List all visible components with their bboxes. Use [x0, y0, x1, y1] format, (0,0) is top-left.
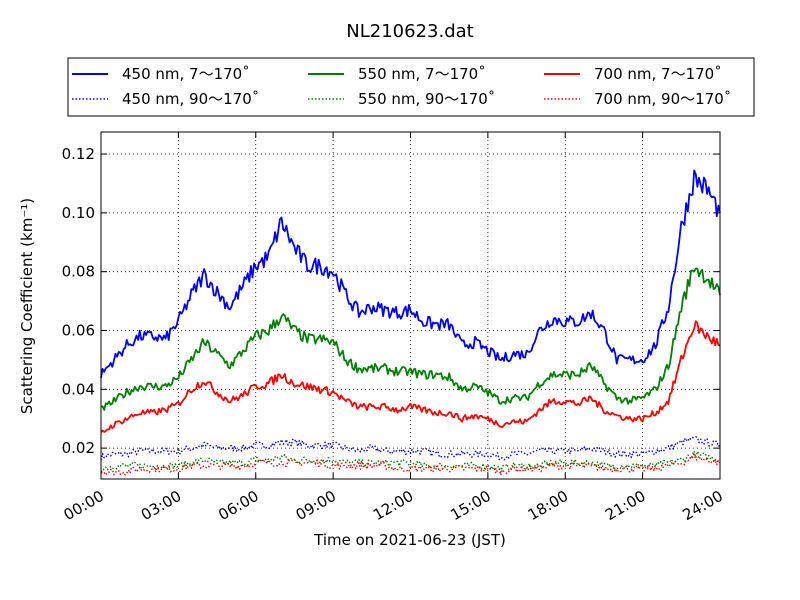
axis-ticks: 00:00 03:00 06:00 09:00 12:00 15:00 18:00 21:00… [61, 132, 726, 524]
x-tick-label: 09:00 [293, 487, 339, 524]
y-tick-label: 0.06 [62, 321, 95, 339]
x-tick-label: 15:00 [447, 487, 493, 524]
series-line [100, 450, 721, 473]
y-tick-label: 0.04 [62, 380, 95, 398]
series-line [100, 320, 721, 433]
series-line [100, 169, 721, 379]
chart-title: NL210623.dat [346, 21, 473, 42]
grid-lines [100, 132, 721, 479]
x-tick-label: 18:00 [525, 487, 571, 524]
y-tick-label: 0.10 [62, 204, 95, 222]
series-layer [100, 169, 721, 476]
series-line [100, 267, 721, 411]
legend-label: 700 nm, 7～170˚ [594, 65, 722, 83]
legend-box [67, 57, 755, 117]
x-tick-label: 24:00 [680, 487, 726, 524]
y-tick-label: 0.08 [62, 263, 95, 281]
series-line [100, 436, 721, 461]
y-axis-label: Scattering Coefficient (km⁻¹) [18, 198, 36, 414]
x-tick-label: 21:00 [602, 487, 648, 524]
x-tick-label: 03:00 [138, 487, 184, 524]
x-axis-label: Time on 2021-06-23 (JST) [313, 531, 506, 549]
y-tick-label: 0.12 [62, 145, 95, 163]
legend: 450 nm, 7～170˚ 550 nm, 7～170˚ 700 nm, 7～17… [67, 57, 755, 117]
x-tick-label: 06:00 [215, 487, 261, 524]
y-tick-label: 0.02 [62, 439, 95, 457]
legend-label: 550 nm, 90～170˚ [358, 90, 495, 108]
legend-label: 700 nm, 90～170˚ [594, 90, 731, 108]
x-tick-label: 00:00 [61, 487, 107, 524]
legend-label: 450 nm, 7～170˚ [122, 65, 250, 83]
legend-label: 550 nm, 7～170˚ [358, 65, 486, 83]
x-tick-label: 12:00 [370, 487, 416, 524]
legend-label: 450 nm, 90～170˚ [122, 90, 259, 108]
